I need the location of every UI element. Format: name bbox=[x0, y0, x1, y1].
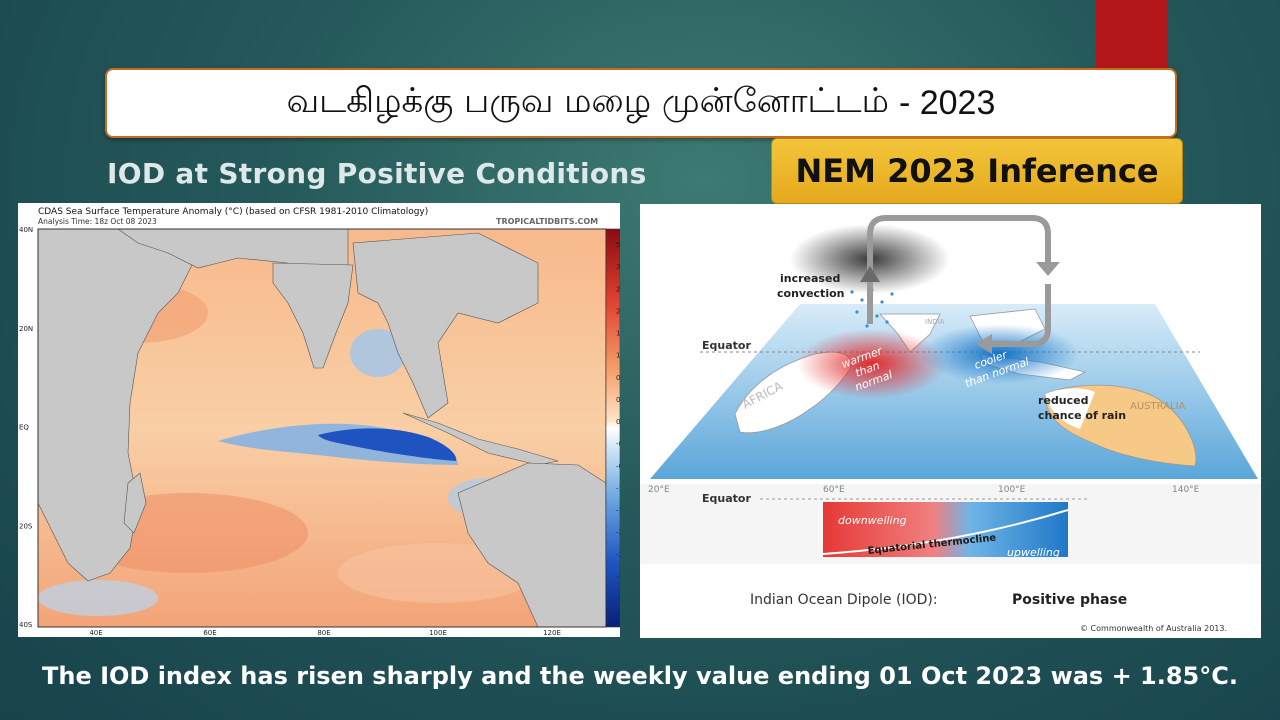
longitude-label: 60E bbox=[203, 629, 216, 637]
circulation-return bbox=[990, 284, 1051, 347]
sst-map-credit: TROPICALTIDBITS.COM bbox=[496, 217, 598, 226]
latitude-label: 20N bbox=[19, 325, 33, 333]
colorbar-tick-label: -1.6 bbox=[616, 507, 620, 515]
indonesia-land bbox=[402, 412, 559, 466]
reduced-rain-label-2: chance of rain bbox=[1038, 409, 1126, 422]
india-land bbox=[272, 262, 354, 369]
sst-map-subtitle: Analysis Time: 18z Oct 08 2023 bbox=[38, 217, 157, 226]
latitude-label: EQ bbox=[19, 424, 29, 432]
colorbar-tick-label: 0.4 bbox=[616, 396, 620, 404]
reduced-rain-label-1: reduced bbox=[1038, 394, 1088, 407]
cool-anomaly-core bbox=[318, 428, 457, 461]
sst-anomaly-map: CDAS Sea Surface Temperature Anomaly (°C… bbox=[18, 203, 630, 637]
asia-land bbox=[117, 228, 349, 284]
colorbar-tick-label: 0 bbox=[616, 418, 620, 426]
thermocline-section bbox=[823, 502, 1068, 557]
left-heading: IOD at Strong Positive Conditions bbox=[107, 157, 647, 190]
red-accent-tab bbox=[1096, 0, 1168, 72]
convection-label-1: increased bbox=[780, 272, 840, 285]
colorbar-tick-label: 1.6 bbox=[616, 330, 620, 338]
nem-inference-box: NEM 2023 Inference bbox=[771, 138, 1183, 204]
cool-anomaly-patch bbox=[350, 329, 406, 377]
colorbar-tick-label: 5 bbox=[616, 241, 620, 249]
australia-west-shape bbox=[1045, 388, 1095, 429]
lon-label: 20°E bbox=[648, 485, 670, 495]
colorbar-tick-label: 2.8 bbox=[616, 285, 620, 293]
longitude-label: 80E bbox=[317, 629, 330, 637]
caption-phase: Positive phase bbox=[1012, 592, 1127, 608]
iod-diagram: Equator AFRICA INDIA AUSTRALIA increased bbox=[640, 204, 1261, 638]
madagascar-land bbox=[123, 472, 147, 534]
colorbar-tick-label: -2 bbox=[616, 529, 620, 537]
title-tamil: வடகிழக்கு பருவ மழை முன்னோட்டம் bbox=[286, 81, 889, 121]
downwelling-label: downwelling bbox=[838, 514, 907, 527]
colorbar-tick-label: -5 bbox=[616, 595, 620, 603]
footer-text: The IOD index has risen sharply and the … bbox=[42, 662, 1238, 690]
longitude-label: 40E bbox=[89, 629, 102, 637]
southeast-asia-land bbox=[352, 232, 539, 419]
lon-label: 140°E bbox=[1172, 485, 1200, 495]
warm-pool bbox=[797, 329, 947, 399]
latitude-label: 20S bbox=[19, 522, 33, 530]
up-arrow-icon bbox=[860, 266, 880, 282]
colorbar-tick-label: 3.6 bbox=[616, 263, 620, 271]
left-arrow-icon bbox=[976, 334, 992, 354]
colorbar-tick-label: -1.2 bbox=[616, 484, 620, 492]
colorbar-tick-label: 1.2 bbox=[616, 352, 620, 360]
longitude-label: 120E bbox=[543, 629, 561, 637]
colorbar-tick-label: -2.8 bbox=[616, 551, 620, 559]
longitude-label: 100E bbox=[429, 629, 447, 637]
caption-label: Indian Ocean Dipole (IOD): bbox=[750, 592, 938, 608]
convection-label-2: convection bbox=[777, 287, 844, 300]
lon-label: 60°E bbox=[823, 485, 845, 495]
section-equator-label: Equator bbox=[702, 492, 751, 505]
cool-anomaly-patch bbox=[38, 580, 158, 616]
latitude-label: 40S bbox=[19, 621, 33, 629]
longitude-labels: 40E 60E 80E 100E 120E bbox=[89, 629, 561, 637]
circulation-loop bbox=[867, 215, 1051, 324]
title-banner: வடகிழக்கு பருவ மழை முன்னோட்டம் - 2023 bbox=[105, 68, 1177, 138]
sst-map-title: CDAS Sea Surface Temperature Anomaly (°C… bbox=[38, 207, 428, 217]
india-label: INDIA bbox=[925, 318, 945, 326]
colorbar-tick-label: -0.8 bbox=[616, 462, 620, 470]
down-arrow-icon bbox=[1036, 262, 1060, 276]
sst-map-svg: CDAS Sea Surface Temperature Anomaly (°C… bbox=[19, 207, 630, 637]
iod-diagram-svg: Equator AFRICA INDIA AUSTRALIA increased bbox=[640, 215, 1261, 633]
colorbar-tick-label: -3.6 bbox=[616, 573, 620, 581]
upwelling-label: upwelling bbox=[1007, 546, 1060, 559]
thermocline-line bbox=[822, 509, 1069, 555]
africa-land bbox=[37, 228, 194, 582]
cool-pool bbox=[920, 324, 1080, 384]
colorbar-tick-label: 2 bbox=[616, 307, 620, 315]
colorbar-tick-label: -0.4 bbox=[616, 440, 620, 448]
colorbar-tick-label: 0.8 bbox=[616, 374, 620, 382]
latitude-label: 40N bbox=[19, 226, 33, 234]
title-year: - 2023 bbox=[898, 83, 996, 122]
latitude-labels: 40N 20N EQ 20S 40S bbox=[19, 226, 33, 629]
lon-label: 100°E bbox=[998, 485, 1026, 495]
australia-label: AUSTRALIA bbox=[1130, 401, 1186, 412]
copyright: © Commonwealth of Australia 2013. bbox=[1080, 624, 1227, 633]
equator-label: Equator bbox=[702, 339, 751, 352]
